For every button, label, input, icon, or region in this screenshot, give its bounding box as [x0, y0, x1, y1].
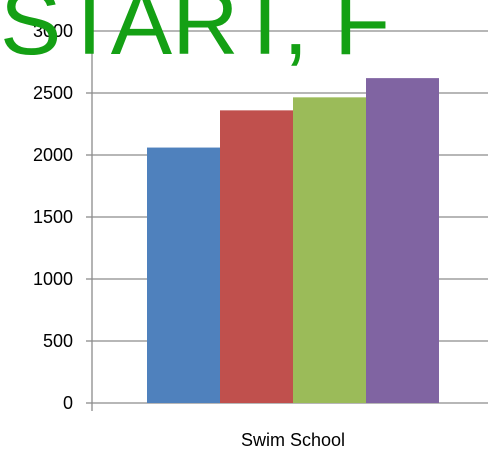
y-tick-label: 2000 — [33, 145, 73, 165]
y-tick-label: 500 — [43, 331, 73, 351]
banner-text: START, F — [0, 0, 390, 74]
y-tick-label: 1000 — [33, 269, 73, 289]
bar — [147, 147, 220, 403]
tick-labels: 0 500 1000 1500 2000 2500 3000 Swim School — [33, 21, 345, 450]
x-category-label: Swim School — [241, 430, 345, 450]
bar — [220, 110, 293, 404]
y-tick-label: 3000 — [33, 21, 73, 41]
y-tick-label: 2500 — [33, 83, 73, 103]
y-tick-label: 0 — [63, 393, 73, 413]
bar — [293, 97, 366, 403]
bar — [366, 78, 439, 404]
bars — [147, 78, 439, 404]
y-tick-label: 1500 — [33, 207, 73, 227]
